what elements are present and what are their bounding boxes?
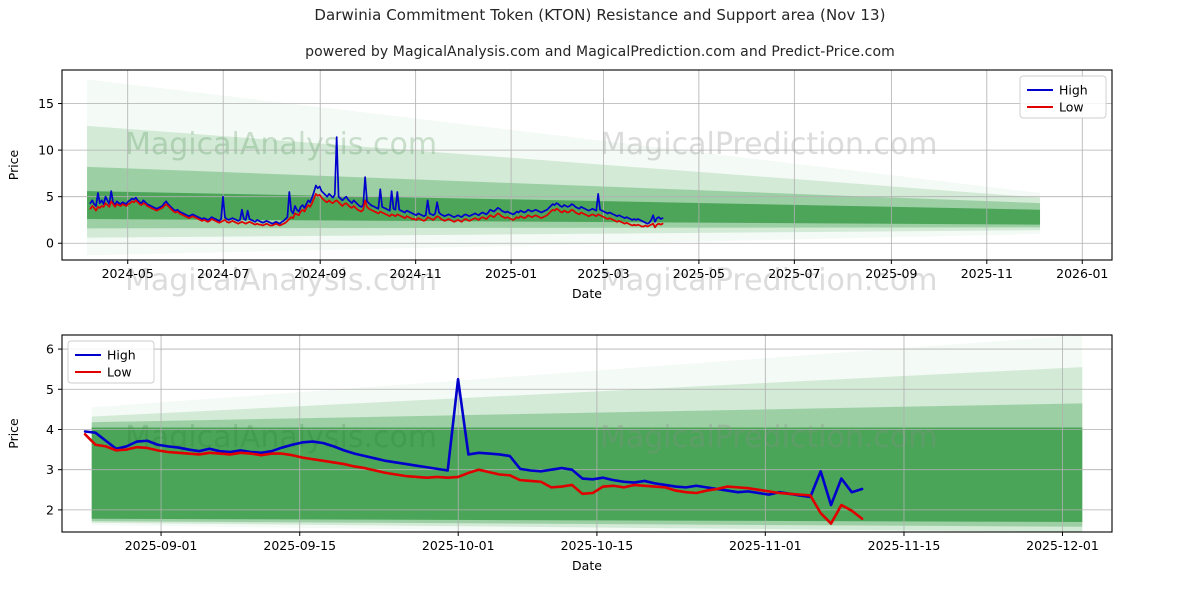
band-core [87,191,1041,225]
axes: 0 5 10 15 2024-05 2024-07 2024-09 2024-11 2025-0… [38,96,1108,281]
watermark-2: MagicalPrediction.com [600,127,938,162]
xtick-label: 2025-12-01 [1026,538,1099,553]
xtick-label: 2025-01 [485,266,537,281]
watermark-3: MagicalAnalysis.com [125,263,437,298]
xtick-label: 2024-07 [197,266,249,281]
legend: High Low [1019,75,1107,119]
legend-label-low[interactable]: Low [107,365,132,380]
xtick-label: 2024-11 [390,266,442,281]
series-line-high [89,136,664,225]
xtick-label: 2025-10-15 [561,538,634,553]
grid [62,335,1112,532]
plot-frame [61,334,1113,533]
legend: High Low [67,340,155,384]
xtick-label: 2025-11-01 [729,538,802,553]
xtick-label: 2025-11 [961,266,1013,281]
x-axis-title: Date [572,558,602,573]
series-line-high [83,377,864,507]
xtick-label: 2025-10-01 [422,538,495,553]
watermark-1: MagicalAnalysis.com [125,420,437,455]
ytick-label: 15 [38,96,54,111]
ytick-label: 5 [46,382,54,397]
plot-frame [61,69,1113,261]
plot-background [62,70,1112,260]
overview-chart: MagicalAnalysis.com MagicalPrediction.com… [0,62,1200,312]
series-group [83,377,864,525]
xtick-label: 2025-11-15 [868,538,941,553]
ytick-label: 10 [38,143,54,158]
ytick-label: 6 [46,342,54,357]
ytick-label: 0 [46,236,54,251]
ytick-label: 5 [46,189,54,204]
legend-label-high[interactable]: High [107,348,136,363]
page-title: Darwinia Commitment Token (KTON) Resista… [314,6,886,24]
chart-top-svg: MagicalAnalysis.com MagicalPrediction.com… [6,69,1113,301]
y-axis-title: Price [6,149,21,180]
legend-label-low[interactable]: Low [1059,100,1084,115]
xtick-label: 2024-09 [294,266,346,281]
xtick-label: 2025-09-15 [263,538,336,553]
xtick-label: 2025-05 [673,266,725,281]
series-group [89,136,664,229]
xtick-label: 2025-07 [768,266,820,281]
chart-bottom-svg: MagicalAnalysis.com MagicalPrediction.com… [6,334,1113,573]
xtick-label: 2025-03 [577,266,629,281]
ytick-label: 3 [46,462,54,477]
series-line-low [83,433,864,525]
page-subtitle: powered by MagicalAnalysis.com and Magic… [305,44,895,60]
watermark-1: MagicalAnalysis.com [125,127,437,162]
detail-chart: MagicalAnalysis.com MagicalPrediction.com… [0,325,1200,590]
watermark-4: MagicalPrediction.com [600,263,938,298]
xtick-label: 2025-09-01 [125,538,198,553]
ytick-label: 2 [46,502,54,517]
legend-label-high[interactable]: High [1059,83,1088,98]
support-resistance-bands [87,79,1041,256]
y-axis-title: Price [6,418,21,449]
xtick-label: 2026-01 [1056,266,1108,281]
axes: 2 3 4 5 6 2025-09-01 2025-09-15 2025-10-01 2025-… [46,342,1099,553]
xtick-label: 2025-09 [865,266,917,281]
xtick-label: 2024-05 [102,266,154,281]
series-line-low [89,193,664,229]
watermark-2: MagicalPrediction.com [600,420,938,455]
ytick-label: 4 [46,422,54,437]
grid [62,70,1112,260]
x-axis-title: Date [572,286,602,301]
